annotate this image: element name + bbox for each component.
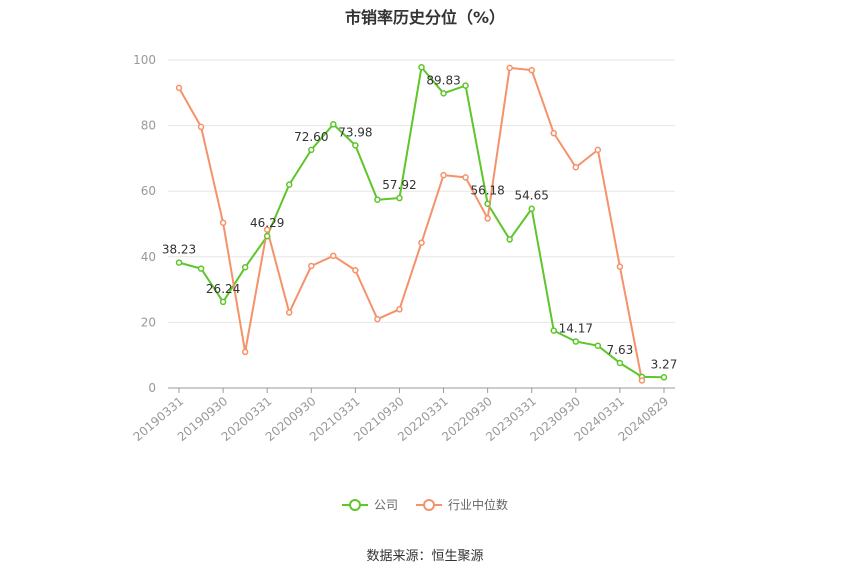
data-label-company: 89.83 [426, 73, 460, 87]
legend-label-industry-median: 行业中位数 [448, 498, 509, 512]
data-point-industry-median [616, 263, 624, 270]
data-label-company: 54.65 [515, 189, 549, 203]
data-point-company [285, 181, 293, 188]
data-point-company [330, 121, 337, 128]
data-label-company: 72.60 [294, 130, 328, 144]
data-point-industry-median [308, 262, 315, 270]
legend-item-company[interactable]: 公司 [341, 496, 398, 513]
data-point-company [175, 259, 183, 266]
data-point-company [594, 342, 602, 349]
data-point-industry-median [396, 306, 403, 313]
chart-title: 市销率历史分位（%） [344, 8, 506, 27]
y-tick-label: 20 [141, 315, 156, 329]
data-point-company [396, 194, 403, 202]
data-label-company: 73.98 [338, 125, 372, 139]
data-point-industry-median [418, 239, 425, 246]
legend-marker-industry-median [416, 498, 442, 512]
data-label-company: 14.17 [559, 322, 593, 336]
legend-item-industry-median[interactable]: 行业中位数 [416, 496, 508, 513]
data-point-industry-median [352, 266, 359, 274]
data-point-company [506, 236, 513, 243]
data-point-company [484, 200, 491, 207]
data-point-company [462, 82, 469, 89]
data-label-company: 7.63 [607, 343, 634, 357]
data-label-company: 56.18 [470, 184, 504, 198]
data-point-industry-median [462, 174, 469, 181]
data-point-industry-median [572, 164, 580, 171]
legend-marker-company [341, 498, 368, 512]
data-point-industry-median [285, 309, 293, 316]
data-point-industry-median [263, 226, 271, 233]
data-point-industry-median [175, 84, 183, 92]
data-point-company [374, 196, 381, 203]
data-source: 数据来源：恒生聚源 [366, 549, 484, 564]
data-point-company [308, 146, 315, 154]
data-point-industry-median [330, 252, 337, 260]
data-point-company [440, 90, 447, 97]
y-tick-label: 80 [141, 119, 156, 133]
y-tick-label: 100 [133, 53, 156, 67]
legend-label-company: 公司 [373, 498, 398, 512]
series-line-industry-median [178, 66, 643, 381]
data-point-company [528, 205, 535, 212]
data-point-company [572, 338, 580, 345]
data-point-industry-median [506, 64, 513, 72]
data-point-company [352, 142, 359, 149]
data-point-industry-median [241, 348, 249, 356]
data-point-industry-median [197, 123, 205, 131]
data-point-industry-median [219, 219, 227, 226]
data-point-company [197, 265, 205, 272]
data-point-industry-median [528, 66, 535, 74]
data-point-industry-median [638, 377, 646, 384]
data-point-industry-median [550, 129, 558, 137]
data-label-company: 38.23 [162, 243, 196, 257]
data-label-company: 46.29 [250, 216, 284, 230]
data-point-company [550, 327, 558, 334]
data-point-company [219, 298, 227, 306]
data-point-company [616, 359, 624, 367]
data-point-company [241, 264, 249, 271]
data-point-company [263, 232, 271, 240]
chart-legend: 公司 行业中位数 [0, 496, 850, 513]
data-label-company: 57.92 [382, 178, 416, 192]
data-point-industry-median [484, 215, 491, 222]
y-tick-label: 60 [141, 184, 156, 198]
data-point-industry-median [374, 315, 381, 323]
data-label-company: 3.27 [651, 357, 678, 371]
data-point-company [418, 63, 425, 71]
data-point-industry-median [594, 146, 602, 154]
data-point-company [660, 374, 668, 381]
y-tick-label: 0 [148, 381, 156, 395]
data-label-company: 26.24 [206, 282, 240, 296]
y-tick-label: 40 [141, 250, 156, 264]
data-point-industry-median [440, 171, 447, 179]
